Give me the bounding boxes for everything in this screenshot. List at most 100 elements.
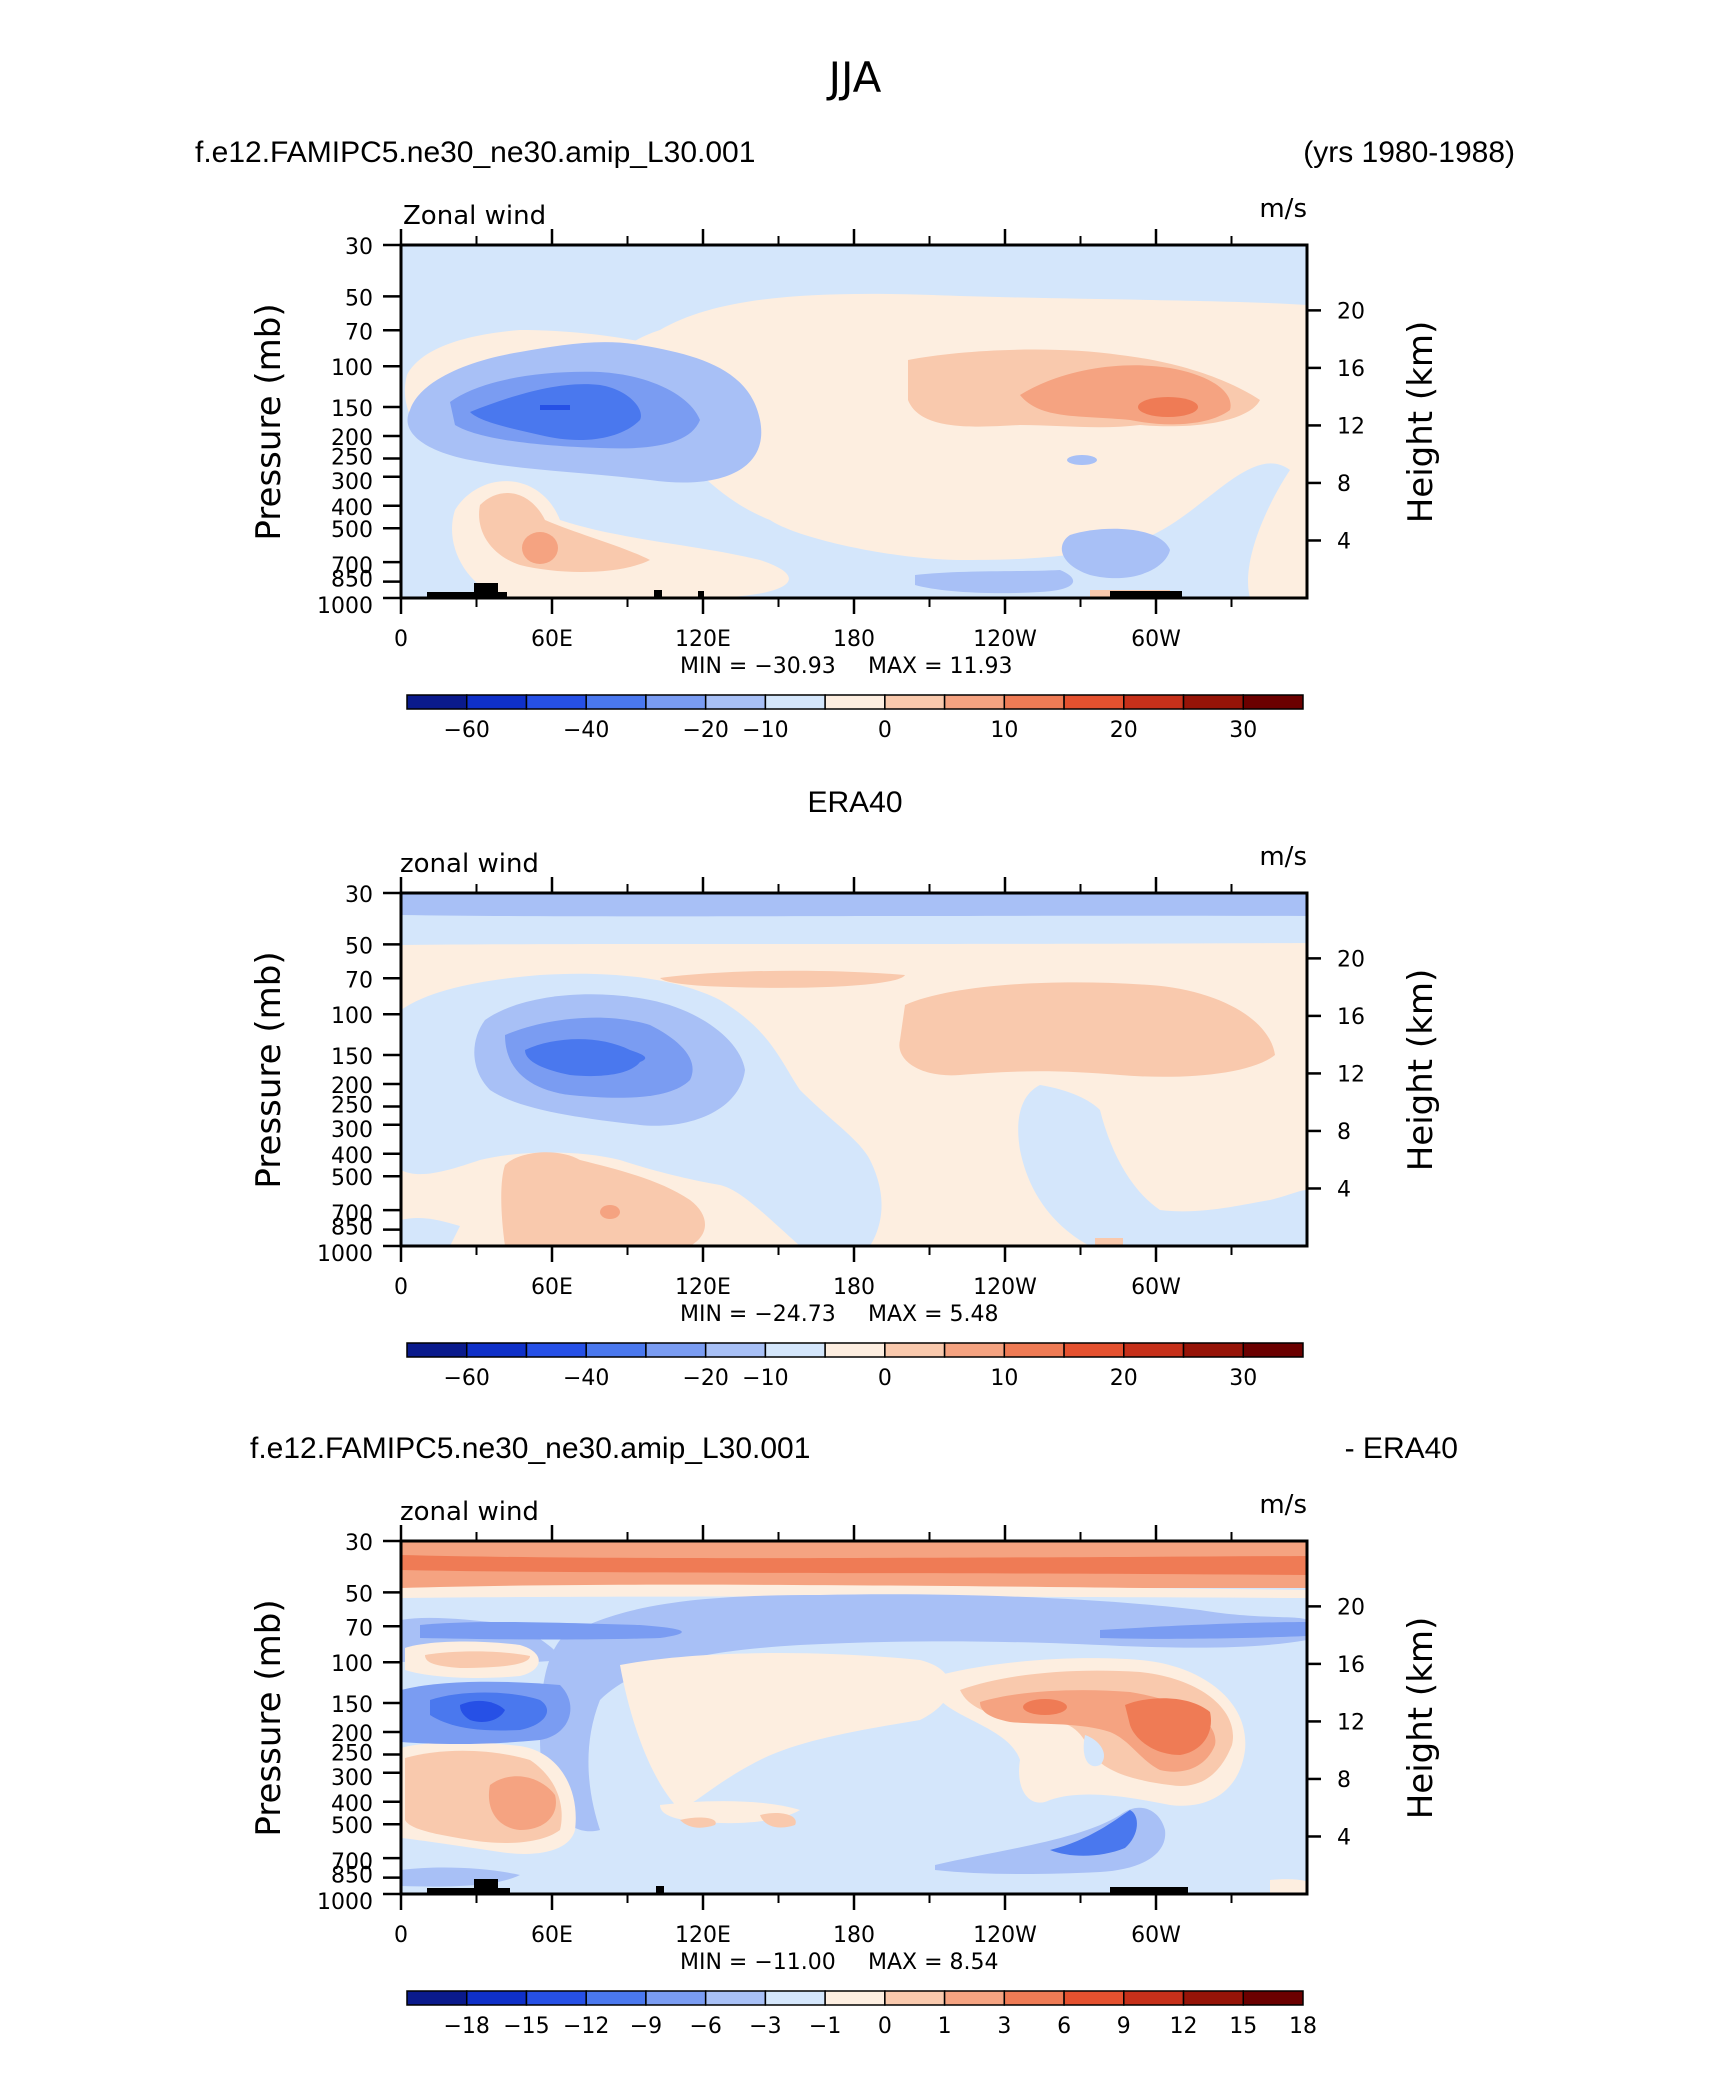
contour-field xyxy=(401,245,1307,598)
panel-model-zonal-wind: Zonal wind m/s Pressure (mb) Height (km)… xyxy=(249,194,1441,743)
colorbar-swatch xyxy=(1182,1342,1245,1358)
y-tick-label: 700 xyxy=(331,554,373,579)
y-tick-label: 200 xyxy=(331,1074,373,1099)
panel1-max-label: MAX = 11.93 xyxy=(868,654,1013,679)
y-tick-label: 150 xyxy=(331,1693,373,1718)
height-tick-label: 20 xyxy=(1337,299,1365,324)
height-tick-label: 16 xyxy=(1337,357,1365,382)
colorbar-label: −1 xyxy=(809,2014,841,2039)
x-tick-label: 60E xyxy=(531,1275,573,1300)
x-tick-label: 60W xyxy=(1131,1275,1181,1300)
colorbar-label: 1 xyxy=(938,2014,952,2039)
colorbar-swatch xyxy=(465,1990,528,2006)
height-tick-label: 8 xyxy=(1337,1768,1351,1793)
panel3-colorbar: −18 −15 −12 −9 −6 −3 −1 0 1 3 6 9 12 15 18 xyxy=(406,1990,1317,2039)
colorbar-swatch xyxy=(1182,694,1245,710)
height-tick-label: 8 xyxy=(1337,472,1351,497)
colorbar-swatch xyxy=(1242,1990,1304,2006)
colorbar-swatch xyxy=(525,694,587,710)
x-tick-label: 60E xyxy=(531,627,573,652)
panel1-ylabel-right: Height (km) xyxy=(1401,321,1441,524)
panel3-case-name: f.e12.FAMIPC5.ne30_ne30.amip_L30.001 xyxy=(250,1432,810,1465)
panel3-min-label: MIN = −11.00 xyxy=(680,1950,836,1975)
colorbar-swatch xyxy=(884,694,946,710)
x-tick-label: 0 xyxy=(394,1275,408,1300)
height-tick-label: 16 xyxy=(1337,1005,1365,1030)
colorbar-swatch xyxy=(943,1990,1006,2006)
panel2-variable-label: zonal wind xyxy=(400,849,539,879)
colorbar-label: 6 xyxy=(1057,2014,1071,2039)
colorbar-swatch xyxy=(1123,1990,1185,2006)
colorbar-swatch xyxy=(704,1990,767,2006)
colorbar-swatch xyxy=(645,694,707,710)
y-tick-label: 300 xyxy=(331,1118,373,1143)
colorbar-swatch xyxy=(1123,694,1185,710)
colorbar-swatch xyxy=(585,694,647,710)
panel1-min-label: MIN = −30.93 xyxy=(680,654,836,679)
colorbar-label: −10 xyxy=(742,1366,788,1391)
colorbar-label: 9 xyxy=(1117,2014,1131,2039)
height-tick-label: 8 xyxy=(1337,1120,1351,1145)
colorbar-swatch xyxy=(824,694,886,710)
colorbar-swatch xyxy=(585,1990,647,2006)
y-tick-label: 500 xyxy=(331,1814,373,1839)
y-tick-label: 100 xyxy=(331,356,373,381)
y-tick-label: 400 xyxy=(331,1144,373,1169)
y-tick-label: 30 xyxy=(345,235,373,260)
panel2-units: m/s xyxy=(1259,842,1307,872)
colorbar-label: 15 xyxy=(1229,2014,1257,2039)
panel-era40-zonal-wind: zonal wind m/s Pressure (mb) Height (km)… xyxy=(249,842,1441,1391)
colorbar-swatch xyxy=(465,1342,528,1358)
contour-field xyxy=(401,1541,1307,1894)
panel1-units: m/s xyxy=(1259,194,1307,224)
y-tick-label: 70 xyxy=(345,320,373,345)
y-tick-label: 150 xyxy=(331,1045,373,1070)
colorbar-label: −6 xyxy=(689,2014,721,2039)
colorbar-swatch xyxy=(1063,1342,1125,1358)
x-tick-label: 120W xyxy=(973,627,1037,652)
colorbar-label: −60 xyxy=(444,718,490,743)
colorbar-label: −10 xyxy=(742,718,788,743)
colorbar-label: 20 xyxy=(1110,1366,1138,1391)
colorbar-label: −60 xyxy=(444,1366,490,1391)
y-tick-label: 400 xyxy=(331,496,373,521)
x-tick-label: 180 xyxy=(833,1923,875,1948)
x-tick-label: 60W xyxy=(1131,1923,1181,1948)
colorbar-swatch xyxy=(406,1342,468,1358)
colorbar-label: 10 xyxy=(990,718,1018,743)
x-tick-label: 120E xyxy=(675,627,731,652)
colorbar-label: −3 xyxy=(749,2014,781,2039)
colorbar-label: −12 xyxy=(563,2014,609,2039)
colorbar-label: 0 xyxy=(878,718,892,743)
colorbar-swatch xyxy=(764,1342,826,1358)
panel2-title: ERA40 xyxy=(807,786,902,819)
colorbar-label: 0 xyxy=(878,1366,892,1391)
height-tick-label: 4 xyxy=(1337,1825,1351,1850)
y-tick-label: 30 xyxy=(345,883,373,908)
colorbar-swatch xyxy=(1003,1342,1065,1358)
height-tick-label: 12 xyxy=(1337,1062,1365,1087)
colorbar-label: −40 xyxy=(563,718,609,743)
panel3-right-axis: 20 16 12 8 4 xyxy=(1307,1595,1365,1850)
height-tick-label: 12 xyxy=(1337,1710,1365,1735)
y-tick-label: 700 xyxy=(331,1202,373,1227)
colorbar-swatch xyxy=(1123,1342,1185,1358)
panel2-x-axis: 0 60E 120E 180 120W 60W xyxy=(394,877,1233,1300)
colorbar-swatch xyxy=(645,1342,707,1358)
height-tick-label: 4 xyxy=(1337,1177,1351,1202)
colorbar-label: 3 xyxy=(997,2014,1011,2039)
height-tick-label: 20 xyxy=(1337,1595,1365,1620)
panel2-ylabel: Pressure (mb) xyxy=(249,951,289,1188)
colorbar-label: 0 xyxy=(878,2014,892,2039)
panel3-max-label: MAX = 8.54 xyxy=(868,1950,999,1975)
panel1-right-axis: 20 16 12 8 4 xyxy=(1307,299,1365,554)
colorbar-label: −40 xyxy=(563,1366,609,1391)
panel1-colorbar: −60 −40 −20 −10 0 10 20 30 xyxy=(406,694,1304,743)
y-tick-label: 200 xyxy=(331,426,373,451)
contour-field xyxy=(401,893,1307,1246)
height-tick-label: 20 xyxy=(1337,947,1365,972)
